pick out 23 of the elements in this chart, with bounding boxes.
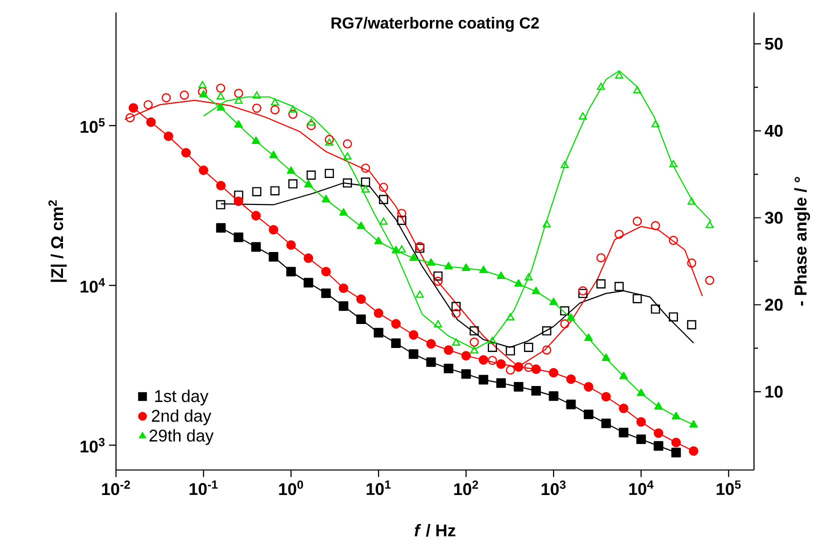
x-tick-label: 10$^{4}$ bbox=[629, 480, 654, 496]
x-tick-label: 10$^{1}$ bbox=[366, 480, 391, 496]
x-tick-label: 10$^{3}$ bbox=[542, 480, 566, 496]
x-tick-label: 10$^{5}$ bbox=[716, 480, 741, 496]
x-tick-label: 10$^{0}$ bbox=[279, 480, 304, 496]
y2-tick-label: 40 bbox=[764, 124, 783, 137]
y-tick-label: 10$^{3}$ bbox=[80, 438, 105, 453]
y2-tick-label: 30 bbox=[764, 212, 783, 224]
y-axis-title: |Z| / Ω cm$^{2}$ bbox=[48, 200, 67, 282]
y-tick-label: 10$^{4}$ bbox=[80, 278, 105, 293]
x-tick-label: 10$^{-2}$ bbox=[102, 480, 130, 496]
x-tick-label: 10$^{2}$ bbox=[454, 480, 478, 496]
y2-tick-label: 10 bbox=[766, 386, 783, 398]
legend-label: 1st day bbox=[155, 390, 208, 406]
x-tick-label: 10$^{-1}$ bbox=[190, 480, 218, 496]
y2-tick-label: 50 bbox=[765, 38, 783, 50]
legend-label: 2nd day bbox=[152, 409, 212, 426]
legend-label: 29th day bbox=[150, 429, 214, 445]
chart-title: RG7/waterborne coating C2 bbox=[332, 16, 539, 32]
x-axis-title: f / Hz bbox=[414, 524, 456, 537]
y2-tick-label: 20 bbox=[765, 298, 783, 311]
y-tick-label: 10$^{5}$ bbox=[80, 118, 105, 133]
y2-axis-title: - Phase angle / ° bbox=[794, 176, 810, 306]
